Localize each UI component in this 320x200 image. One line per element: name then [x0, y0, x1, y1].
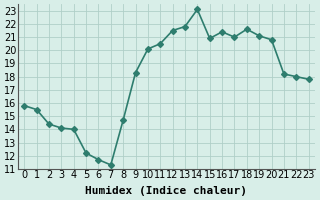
X-axis label: Humidex (Indice chaleur): Humidex (Indice chaleur) — [85, 186, 247, 196]
